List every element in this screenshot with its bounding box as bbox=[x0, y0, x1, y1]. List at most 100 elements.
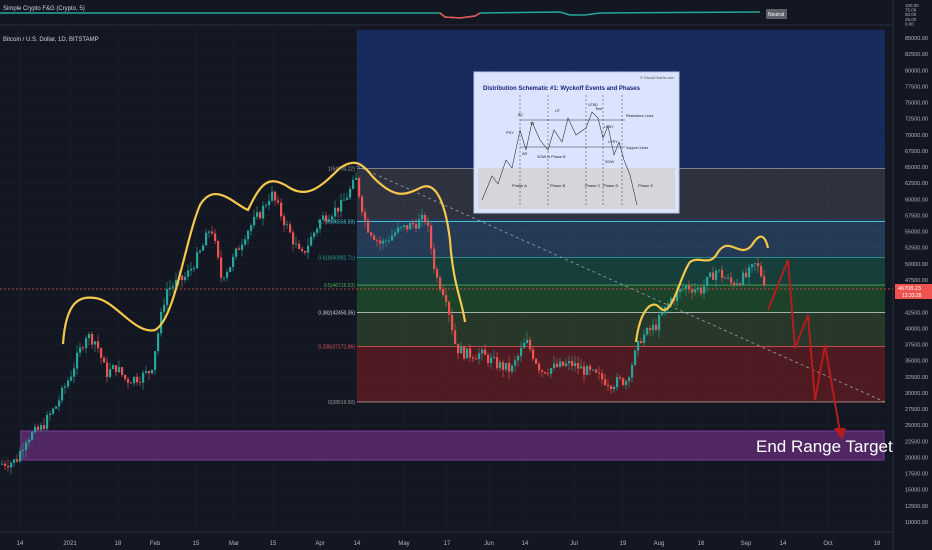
price-tick-label: 57500.00 bbox=[905, 213, 928, 219]
candle-body bbox=[526, 339, 529, 344]
candle-body bbox=[124, 374, 127, 379]
candle-body bbox=[739, 283, 742, 285]
candle-body bbox=[97, 341, 100, 349]
chart-title: Bitcoin / U.S. Dollar, 1D, BITSTAMP bbox=[3, 37, 99, 43]
candle-body bbox=[238, 248, 241, 250]
candle-body bbox=[538, 363, 541, 371]
candle-body bbox=[694, 289, 697, 293]
candle-body bbox=[259, 212, 262, 219]
candle-body bbox=[28, 439, 31, 443]
time-tick-label: Oct bbox=[823, 541, 833, 547]
price-tick-label: 25000.00 bbox=[905, 423, 928, 429]
price-tick-label: 42500.00 bbox=[905, 310, 928, 316]
schematic-event-label: PSY bbox=[506, 131, 514, 135]
price-tick-label: 20000.00 bbox=[905, 455, 928, 461]
neutral-badge bbox=[766, 9, 787, 19]
candle-body bbox=[79, 347, 82, 353]
candle-body bbox=[397, 227, 400, 233]
candle-body bbox=[70, 376, 73, 381]
candle-body bbox=[91, 334, 94, 345]
time-tick-label: 15 bbox=[193, 541, 200, 547]
candle-body bbox=[706, 276, 709, 287]
candle-body bbox=[748, 267, 751, 278]
candle-body bbox=[511, 365, 514, 372]
candle-body bbox=[280, 202, 283, 217]
time-tick-label: 18 bbox=[115, 541, 122, 547]
candle-body bbox=[205, 232, 208, 246]
candle-body bbox=[271, 191, 274, 201]
candle-body bbox=[487, 354, 490, 364]
candle-body bbox=[298, 243, 301, 249]
candle-body bbox=[601, 373, 604, 380]
candle-body bbox=[103, 357, 106, 363]
candle-body bbox=[133, 376, 136, 384]
candle-body bbox=[106, 362, 109, 377]
candle-body bbox=[736, 283, 739, 286]
price-tick-label: 10000.00 bbox=[905, 520, 928, 526]
candle-body bbox=[700, 287, 703, 294]
candle-body bbox=[724, 277, 727, 279]
candle-body bbox=[214, 233, 217, 242]
candle-body bbox=[703, 286, 706, 294]
price-tick-label: 72500.00 bbox=[905, 117, 928, 123]
time-axis[interactable]: 14 2021 18 Feb 15 Mar 15 Apr 14 May 17 Jun 14 Jul 19 Au… bbox=[17, 541, 881, 547]
candle-body bbox=[490, 357, 493, 364]
candle-body bbox=[274, 191, 277, 201]
candle-body bbox=[292, 232, 295, 245]
candle-body bbox=[583, 366, 586, 375]
price-tick-label: 85000.00 bbox=[905, 36, 928, 42]
indicator-tick-label: 50.00 bbox=[905, 12, 917, 17]
candle-body bbox=[283, 216, 286, 226]
schematic-event-label: ST bbox=[530, 122, 536, 126]
candle-body bbox=[676, 291, 679, 301]
candle-body bbox=[1, 463, 4, 465]
candle-body bbox=[472, 357, 475, 359]
time-tick-label: Feb bbox=[150, 541, 161, 547]
candle-body bbox=[175, 279, 178, 287]
candle-body bbox=[541, 370, 544, 372]
candle-body bbox=[262, 205, 265, 219]
candle-body bbox=[199, 250, 202, 253]
candle-body bbox=[301, 248, 304, 251]
price-tick-label: 12500.00 bbox=[905, 504, 928, 510]
indicator-title: Simple Crypto F&G (Crypto, 5) bbox=[3, 6, 85, 12]
price-tick-label: 15000.00 bbox=[905, 488, 928, 494]
candle-body bbox=[295, 243, 298, 245]
candle-body bbox=[196, 252, 199, 269]
candle-body bbox=[181, 275, 184, 281]
price-tick-label: 22500.00 bbox=[905, 439, 928, 445]
candle-body bbox=[361, 196, 364, 213]
candle-body bbox=[760, 266, 763, 277]
candle-body bbox=[142, 372, 145, 383]
candle-body bbox=[643, 334, 646, 344]
candle-body bbox=[223, 277, 226, 279]
candle-body bbox=[484, 349, 487, 355]
schematic-event-label: SOW bbox=[605, 160, 614, 164]
candle-body bbox=[400, 226, 403, 228]
wyckoff-schematic[interactable]: Distribution Schematic #1: Wyckoff Event… bbox=[473, 71, 680, 214]
candle-body bbox=[385, 240, 388, 242]
candle-body bbox=[433, 248, 436, 269]
candle-body bbox=[679, 289, 682, 292]
candle-body bbox=[523, 343, 526, 349]
candle-body bbox=[577, 362, 580, 369]
candle-body bbox=[4, 463, 7, 467]
candle-body bbox=[688, 285, 691, 290]
schematic-phase-band bbox=[478, 168, 675, 209]
candle-body bbox=[316, 228, 319, 233]
schematic-event-label: AR bbox=[522, 152, 528, 156]
price-tick-label: 17500.00 bbox=[905, 472, 928, 478]
candle-body bbox=[616, 377, 619, 388]
candle-body bbox=[37, 426, 40, 430]
price-tick-label: 47500.00 bbox=[905, 278, 928, 284]
candle-body bbox=[154, 351, 157, 370]
candle-body bbox=[310, 236, 313, 246]
candle-body bbox=[742, 272, 745, 285]
indicator-tick-label: 100.00 bbox=[905, 3, 919, 8]
price-tick-label: 35000.00 bbox=[905, 359, 928, 365]
candle-body bbox=[22, 450, 25, 451]
projection-path bbox=[767, 259, 841, 433]
price-tick-label: 55000.00 bbox=[905, 230, 928, 236]
